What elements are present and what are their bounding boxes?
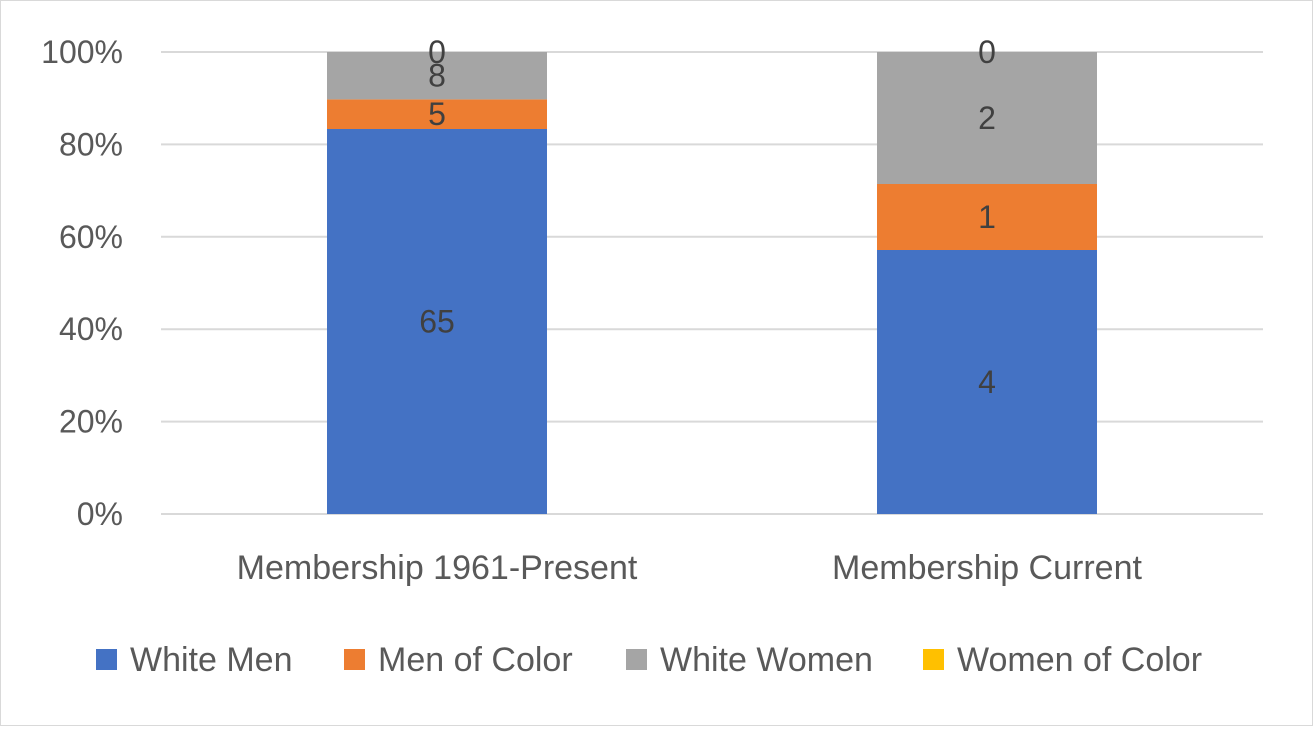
bar-segment-white-men: [327, 129, 547, 514]
x-category-label: Membership Current: [832, 549, 1142, 587]
bar-segment-white-women: [877, 52, 1097, 184]
legend-label: White Men: [130, 641, 293, 679]
legend-item-white-women: White Women: [626, 641, 873, 679]
data-label-white-men: 4: [978, 364, 996, 400]
x-axis-category-labels: Membership 1961-Present Membership Curren…: [237, 549, 1143, 587]
data-label-men-of-color: 1: [978, 199, 996, 235]
data-label-women-of-color: 0: [428, 34, 446, 70]
bar-segment-men-of-color: [327, 99, 547, 129]
y-tick-label: 100%: [41, 34, 123, 70]
legend-swatch: [626, 649, 647, 670]
y-tick-label: 20%: [59, 404, 123, 440]
y-tick-label: 80%: [59, 126, 123, 162]
x-category-label: Membership 1961-Present: [237, 549, 638, 587]
legend-swatch: [344, 649, 365, 670]
legend-swatch: [923, 649, 944, 670]
data-label-white-women: 2: [978, 100, 996, 136]
gridlines: [161, 51, 1263, 515]
legend-item-white-men: White Men: [96, 641, 293, 679]
bar-segment-white-men: [877, 250, 1097, 514]
legend-item-men-of-color: Men of Color: [344, 641, 573, 679]
legend-swatch: [96, 649, 117, 670]
legend-label: Men of Color: [378, 641, 573, 679]
legend-item-women-of-color: Women of Color: [923, 641, 1202, 679]
y-axis-tick-labels: 0% 20% 40% 60% 80% 100%: [41, 34, 123, 532]
data-label-women-of-color: 0: [978, 34, 996, 70]
bars: [327, 52, 1097, 514]
data-label-white-men: 65: [419, 304, 455, 340]
y-tick-label: 60%: [59, 219, 123, 255]
legend: White Men Men of Color White Women Women of…: [96, 641, 1202, 679]
legend-label: White Women: [660, 641, 873, 679]
legend-label: Women of Color: [957, 641, 1202, 679]
data-label-white-women: 8: [428, 58, 446, 94]
bar-segment-white-women: [327, 52, 547, 100]
y-tick-label: 0%: [77, 496, 123, 532]
y-tick-label: 40%: [59, 311, 123, 347]
bar-segment-men-of-color: [877, 184, 1097, 250]
data-label-men-of-color: 5: [428, 96, 446, 132]
